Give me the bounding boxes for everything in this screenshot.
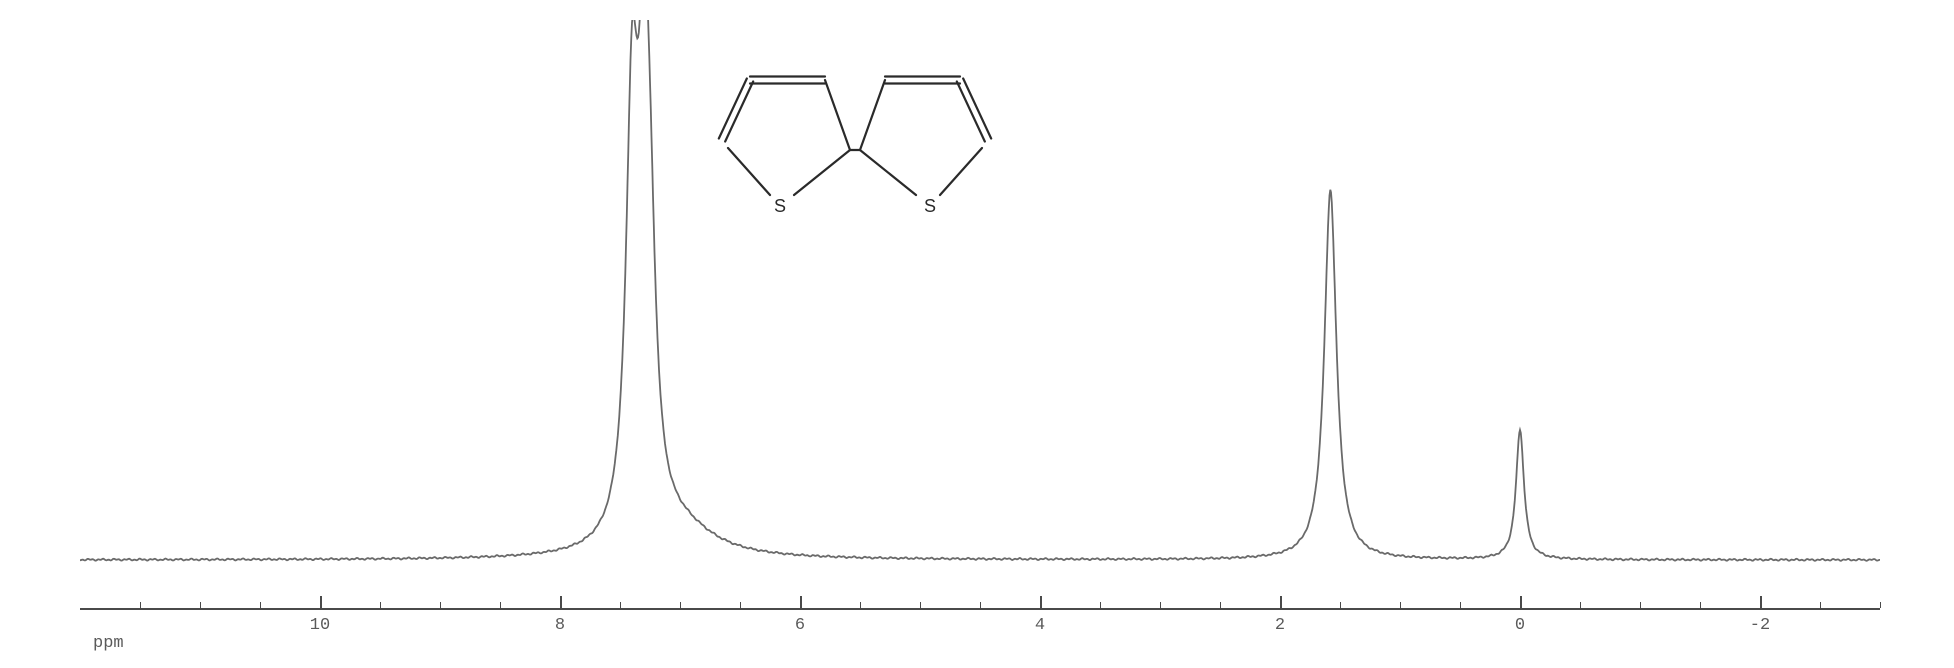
svg-text:S: S xyxy=(924,196,936,216)
x-tick xyxy=(1520,596,1522,608)
molecule-structure: SS xyxy=(680,40,1030,230)
x-tick xyxy=(1280,596,1282,608)
x-tick xyxy=(800,596,802,608)
x-tick-label: 8 xyxy=(555,616,565,635)
nmr-figure: 1086420-2 ppm SS xyxy=(0,0,1954,668)
x-tick xyxy=(560,596,562,608)
x-tick xyxy=(1760,596,1762,608)
x-tick-label: -2 xyxy=(1750,616,1770,635)
x-tick-label: 0 xyxy=(1515,616,1525,635)
x-tick xyxy=(1040,596,1042,608)
svg-text:S: S xyxy=(774,196,786,216)
x-tick-label: 4 xyxy=(1035,616,1045,635)
x-tick-label: 2 xyxy=(1275,616,1285,635)
x-tick xyxy=(320,596,322,608)
x-axis-label: ppm xyxy=(93,634,124,653)
x-tick-label: 10 xyxy=(310,616,330,635)
x-tick-label: 6 xyxy=(795,616,805,635)
